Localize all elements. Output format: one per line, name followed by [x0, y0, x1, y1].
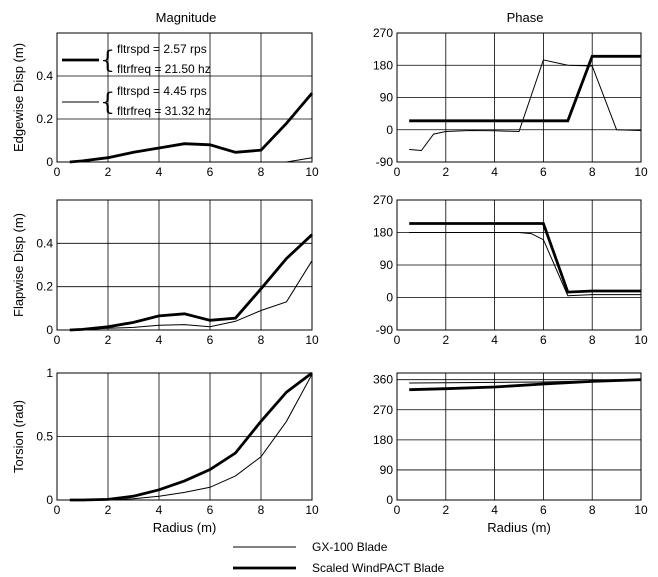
torsion-magnitude-y-axis-label: Torsion (rad) — [11, 400, 26, 473]
edgewise-magnitude-ytick-label: 0 — [46, 155, 53, 169]
edgewise-phase-axes-frame — [396, 32, 642, 163]
flapwise-magnitude-axes-frame — [56, 199, 313, 331]
edgewise-magnitude-xtick-label: 6 — [207, 165, 214, 179]
torsion-magnitude-ytick-label: 0.5 — [36, 430, 53, 444]
flapwise-magnitude-xtick-label: 4 — [156, 333, 163, 347]
flapwise-magnitude-panel: 0 2 4 6 8 10 0 0.2 0.4 Flapwise Disp (m) — [11, 199, 319, 347]
edgewise-phase-ytick-label: 270 — [373, 26, 393, 40]
torsion-magnitude-thin-series-line — [69, 374, 313, 501]
torsion-phase-xtick-label: 6 — [540, 503, 547, 517]
edgewise-magnitude-thick-series-line — [69, 92, 314, 164]
flapwise-phase-ytick-label: 270 — [373, 193, 393, 207]
torsion-magnitude-axes-frame — [56, 372, 313, 501]
edgewise-phase-xtick-label: 10 — [634, 165, 648, 179]
flapwise-phase-xtick-label: 10 — [634, 333, 648, 347]
flapwise-magnitude-ytick-label: 0.2 — [36, 280, 53, 294]
flapwise-magnitude-xtick-label: 6 — [207, 333, 214, 347]
torsion-phase-panel: 0 2 4 6 8 10 0 90 180 270 360 Radius (m) — [373, 372, 648, 535]
flapwise-phase-ytick-label: 0 — [386, 291, 393, 305]
edgewise-magnitude-xtick-label: 10 — [305, 165, 319, 179]
edgewise-phase-xtick-label: 4 — [491, 165, 498, 179]
flapwise-phase-thick-series-line — [409, 222, 641, 294]
torsion-magnitude-thick-series-line — [69, 371, 313, 502]
flapwise-phase-xtick-label: 4 — [491, 333, 498, 347]
bottom-legend: GX-100 Blade Scaled WindPACT Blade — [233, 540, 445, 575]
torsion-phase-ytick-label: 360 — [373, 373, 393, 387]
edgewise-phase-xtick-label: 0 — [394, 165, 401, 179]
edgewise-phase-ytick-label: 180 — [373, 58, 393, 72]
flapwise-phase-xtick-label: 6 — [540, 333, 547, 347]
edgewise-phase-xtick-label: 2 — [442, 165, 449, 179]
torsion-magnitude-panel: 0 2 4 6 8 10 0 0.5 1 Torsion (rad) Radius (m) — [11, 366, 319, 535]
torsion-phase-x-axis-label: Radius (m) — [487, 520, 551, 535]
torsion-phase-xtick-label: 0 — [394, 503, 401, 517]
edgewise-magnitude-xtick-label: 0 — [54, 165, 61, 179]
flapwise-phase-xtick-label: 8 — [589, 333, 596, 347]
torsion-magnitude-xtick-label: 4 — [156, 503, 163, 517]
edgewise-magnitude-xtick-label: 4 — [156, 165, 163, 179]
flapwise-magnitude-thick-series-line — [69, 233, 313, 332]
torsion-phase-xtick-label: 8 — [589, 503, 596, 517]
flapwise-phase-xtick-label: 0 — [394, 333, 401, 347]
edgewise-magnitude-y-axis-label: Edgewise Disp (m) — [11, 43, 26, 152]
edgewise-phase-thick-series-line — [409, 54, 641, 123]
torsion-phase-ytick-label: 90 — [380, 463, 394, 477]
flapwise-magnitude-xtick-label: 10 — [305, 333, 319, 347]
flapwise-phase-thin-series-line — [409, 232, 641, 297]
flapwise-magnitude-ytick-label: 0.4 — [36, 236, 53, 250]
torsion-magnitude-xtick-label: 6 — [207, 503, 214, 517]
torsion-magnitude-xtick-label: 10 — [305, 503, 319, 517]
flapwise-phase-ytick-label: 180 — [373, 226, 393, 240]
flapwise-phase-xtick-label: 2 — [442, 333, 449, 347]
torsion-phase-xtick-label: 2 — [442, 503, 449, 517]
torsion-magnitude-xtick-label: 8 — [258, 503, 265, 517]
flapwise-phase-axes-frame — [396, 199, 642, 331]
edgewise-phase-ytick-label: 0 — [386, 123, 393, 137]
torsion-phase-axes-frame — [396, 372, 642, 501]
flapwise-magnitude-xtick-label: 2 — [105, 333, 112, 347]
torsion-phase-ytick-label: 180 — [373, 433, 393, 447]
torsion-magnitude-ytick-label: 0 — [46, 493, 53, 507]
torsion-phase-thick-series-line — [409, 378, 642, 392]
inset-legend-thin-brace: { — [100, 88, 115, 116]
flapwise-magnitude-xtick-label: 0 — [54, 333, 61, 347]
flapwise-phase-ytick-label: -90 — [376, 323, 394, 337]
inset-legend-thick-line1: fltrspd = 2.57 rps — [117, 42, 207, 56]
legend-thick-label: Scaled WindPACT Blade — [312, 561, 445, 575]
flapwise-magnitude-ytick-label: 0 — [46, 323, 53, 337]
edgewise-phase-xtick-label: 8 — [589, 165, 596, 179]
flapwise-magnitude-xtick-label: 8 — [258, 333, 265, 347]
legend-thin-label: GX-100 Blade — [312, 540, 388, 554]
edgewise-phase-ytick-label: -90 — [376, 155, 394, 169]
magnitude-column-title: Magnitude — [156, 10, 217, 25]
edgewise-magnitude-panel: 0 2 4 6 8 10 0 0.2 0.4 Edgewise Disp (m) — [11, 32, 319, 179]
inset-legend-thick-line2: fltrfreq = 21.50 hz — [117, 62, 211, 76]
edgewise-magnitude-ytick-label: 0.4 — [36, 69, 53, 83]
edgewise-magnitude-ytick-label: 0.2 — [36, 112, 53, 126]
edgewise-magnitude-xtick-label: 2 — [105, 165, 112, 179]
torsion-phase-ytick-label: 270 — [373, 403, 393, 417]
torsion-magnitude-xtick-label: 2 — [105, 503, 112, 517]
edgewise-phase-ytick-label: 90 — [380, 91, 394, 105]
torsion-phase-xtick-label: 4 — [491, 503, 498, 517]
inset-legend-thick-brace: { — [100, 46, 115, 74]
edgewise-magnitude-xtick-label: 8 — [258, 165, 265, 179]
inset-legend-thin-line2: fltrfreq = 31.32 hz — [117, 104, 211, 118]
edgewise-phase-thin-series-line — [409, 59, 642, 152]
torsion-phase-xtick-label: 10 — [634, 503, 648, 517]
edgewise-phase-xtick-label: 6 — [540, 165, 547, 179]
phase-column-title: Phase — [507, 10, 544, 25]
torsion-magnitude-xtick-label: 0 — [54, 503, 61, 517]
torsion-phase-ytick-label: 0 — [386, 493, 393, 507]
edgewise-magnitude-thin-series-line — [69, 157, 313, 163]
flapwise-phase-ytick-label: 90 — [380, 258, 394, 272]
flapwise-magnitude-y-axis-label: Flapwise Disp (m) — [11, 213, 26, 317]
torsion-magnitude-x-axis-label: Radius (m) — [153, 520, 217, 535]
torsion-magnitude-ytick-label: 1 — [46, 366, 53, 380]
inset-legend-thin-line1: fltrspd = 4.45 rps — [117, 84, 207, 98]
